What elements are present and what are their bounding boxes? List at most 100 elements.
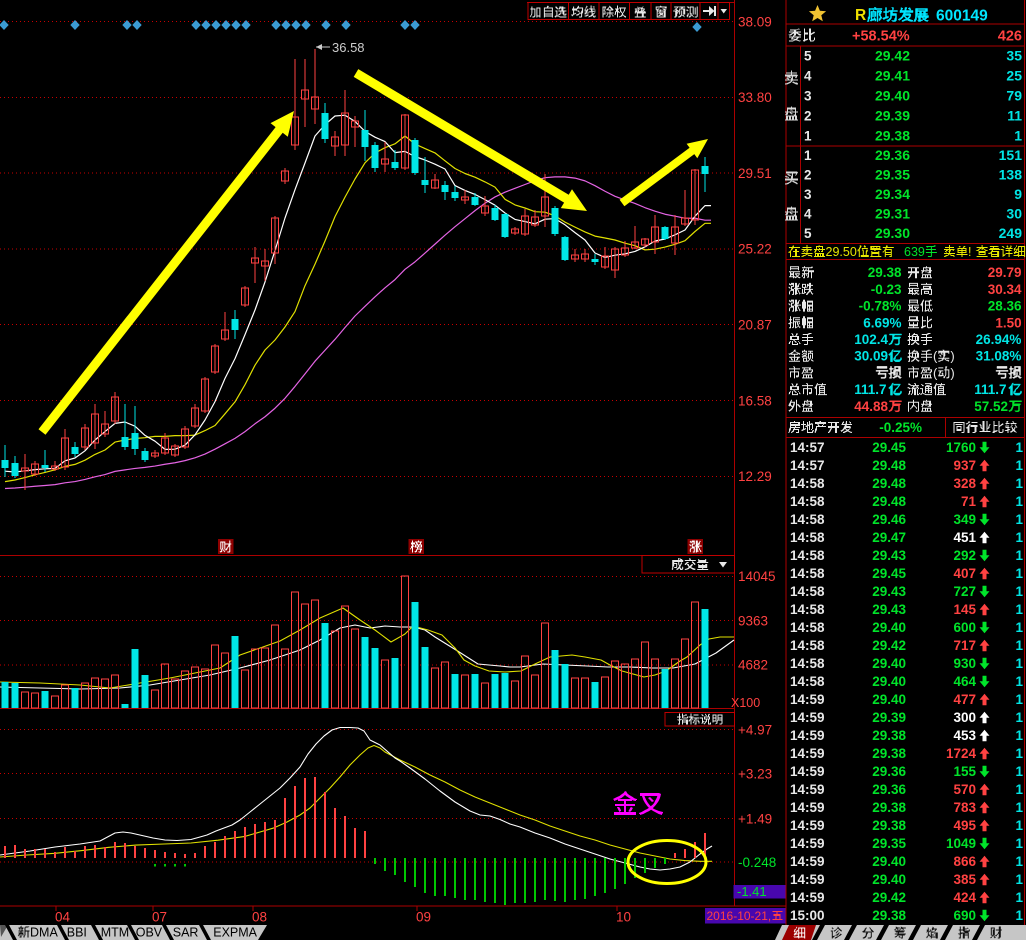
- svg-text:783: 783: [953, 800, 976, 815]
- svg-text:5: 5: [804, 226, 812, 241]
- svg-text:102.4: 102.4: [854, 332, 888, 347]
- svg-text:16.58: 16.58: [738, 393, 772, 408]
- svg-text:12.29: 12.29: [738, 469, 772, 484]
- svg-text:1: 1: [1015, 854, 1023, 869]
- svg-text:57.52: 57.52: [974, 399, 1008, 414]
- svg-text:29.38: 29.38: [872, 728, 906, 743]
- svg-text:145: 145: [953, 602, 976, 617]
- svg-text:5: 5: [804, 48, 812, 63]
- svg-text:29.35: 29.35: [872, 836, 906, 851]
- svg-text:25.22: 25.22: [738, 242, 772, 257]
- svg-text:930: 930: [953, 656, 976, 671]
- svg-text:29.42: 29.42: [875, 47, 910, 63]
- svg-text:407: 407: [953, 566, 976, 581]
- svg-text:111.7: 111.7: [974, 382, 1006, 397]
- svg-text:2: 2: [804, 168, 812, 183]
- svg-text:14:58: 14:58: [790, 548, 825, 563]
- svg-text:1: 1: [1015, 836, 1023, 851]
- svg-text:1: 1: [804, 148, 812, 163]
- svg-text:-0.248: -0.248: [738, 855, 776, 870]
- svg-text:29.38: 29.38: [872, 908, 906, 923]
- svg-text:2016-10-21,: 2016-10-21,: [707, 909, 772, 923]
- svg-text:138: 138: [999, 167, 1023, 183]
- svg-text:717: 717: [953, 638, 976, 653]
- svg-text:14:59: 14:59: [790, 710, 825, 725]
- svg-text:07: 07: [152, 910, 167, 925]
- svg-text:31.08%: 31.08%: [976, 349, 1022, 364]
- svg-text:DMA: DMA: [30, 926, 58, 940]
- svg-text:14:59: 14:59: [790, 800, 825, 815]
- svg-text:09: 09: [416, 910, 431, 925]
- svg-text:29.40: 29.40: [872, 656, 906, 671]
- svg-text:): ): [950, 349, 954, 364]
- svg-text:(: (: [933, 349, 938, 364]
- svg-text:155: 155: [953, 764, 976, 779]
- svg-text:EXPMA: EXPMA: [213, 926, 257, 940]
- svg-text:14:57: 14:57: [790, 458, 825, 473]
- svg-text:727: 727: [953, 584, 976, 599]
- svg-text:14:57: 14:57: [790, 440, 825, 455]
- svg-text:36.58: 36.58: [332, 40, 365, 55]
- svg-text:14:58: 14:58: [790, 476, 825, 491]
- svg-text:X100: X100: [731, 696, 760, 710]
- svg-text:R: R: [855, 7, 866, 24]
- svg-text:464: 464: [953, 674, 976, 689]
- svg-text:349: 349: [953, 512, 976, 527]
- svg-text:29.46: 29.46: [872, 512, 906, 527]
- svg-text:10: 10: [616, 910, 631, 925]
- svg-text:385: 385: [953, 872, 976, 887]
- svg-text:111.7: 111.7: [854, 382, 886, 397]
- svg-text:29.38: 29.38: [872, 746, 906, 761]
- svg-text:14:58: 14:58: [790, 656, 825, 671]
- svg-text:1.50: 1.50: [995, 315, 1021, 330]
- svg-text:44.88: 44.88: [854, 399, 888, 414]
- svg-text:14:58: 14:58: [790, 584, 825, 599]
- svg-text:1: 1: [1015, 872, 1023, 887]
- svg-text:1: 1: [1015, 494, 1023, 509]
- svg-text:): ): [950, 365, 954, 380]
- svg-text:9363: 9363: [738, 613, 768, 628]
- svg-text:14:59: 14:59: [790, 746, 825, 761]
- svg-text:1: 1: [1014, 127, 1022, 143]
- svg-text:29.40: 29.40: [872, 674, 906, 689]
- svg-text:3: 3: [804, 187, 812, 202]
- svg-text:29.43: 29.43: [872, 602, 906, 617]
- svg-text:29.43: 29.43: [872, 584, 906, 599]
- svg-text:1724: 1724: [946, 746, 977, 761]
- svg-text:14:59: 14:59: [790, 836, 825, 851]
- svg-text:14:58: 14:58: [790, 566, 825, 581]
- svg-text:14:58: 14:58: [790, 512, 825, 527]
- svg-text:426: 426: [998, 29, 1022, 45]
- svg-text:29.43: 29.43: [872, 548, 906, 563]
- svg-text:1: 1: [1015, 530, 1023, 545]
- svg-text:29.34: 29.34: [875, 186, 910, 202]
- svg-text:453: 453: [953, 728, 976, 743]
- svg-text:29.79: 29.79: [988, 265, 1022, 280]
- svg-text:1: 1: [1015, 512, 1023, 527]
- svg-text:29.38: 29.38: [875, 127, 910, 143]
- svg-text:29.42: 29.42: [872, 890, 906, 905]
- svg-text:30: 30: [1006, 206, 1022, 222]
- svg-text:1049: 1049: [946, 836, 976, 851]
- svg-text:1: 1: [1015, 440, 1023, 455]
- svg-text:SAR: SAR: [173, 926, 199, 940]
- svg-text:29.36: 29.36: [875, 147, 910, 163]
- svg-text:29.47: 29.47: [872, 530, 906, 545]
- svg-text:29.36: 29.36: [872, 764, 906, 779]
- svg-text:29.39: 29.39: [872, 710, 906, 725]
- svg-text:1: 1: [1015, 620, 1023, 635]
- svg-text:29.48: 29.48: [872, 458, 906, 473]
- svg-text:477: 477: [953, 692, 976, 707]
- svg-text:30.09: 30.09: [854, 349, 888, 364]
- svg-text:1: 1: [1015, 692, 1023, 707]
- svg-text:600149: 600149: [936, 8, 988, 25]
- svg-text:451: 451: [953, 530, 976, 545]
- svg-text:+4.97: +4.97: [738, 722, 772, 737]
- svg-text:(: (: [933, 365, 938, 380]
- svg-text:1: 1: [1015, 638, 1023, 653]
- svg-text:29.39: 29.39: [875, 107, 910, 123]
- svg-text:79: 79: [1006, 87, 1022, 103]
- svg-text:29.45: 29.45: [872, 440, 906, 455]
- svg-text:38.09: 38.09: [738, 14, 772, 29]
- svg-text:1: 1: [1015, 890, 1023, 905]
